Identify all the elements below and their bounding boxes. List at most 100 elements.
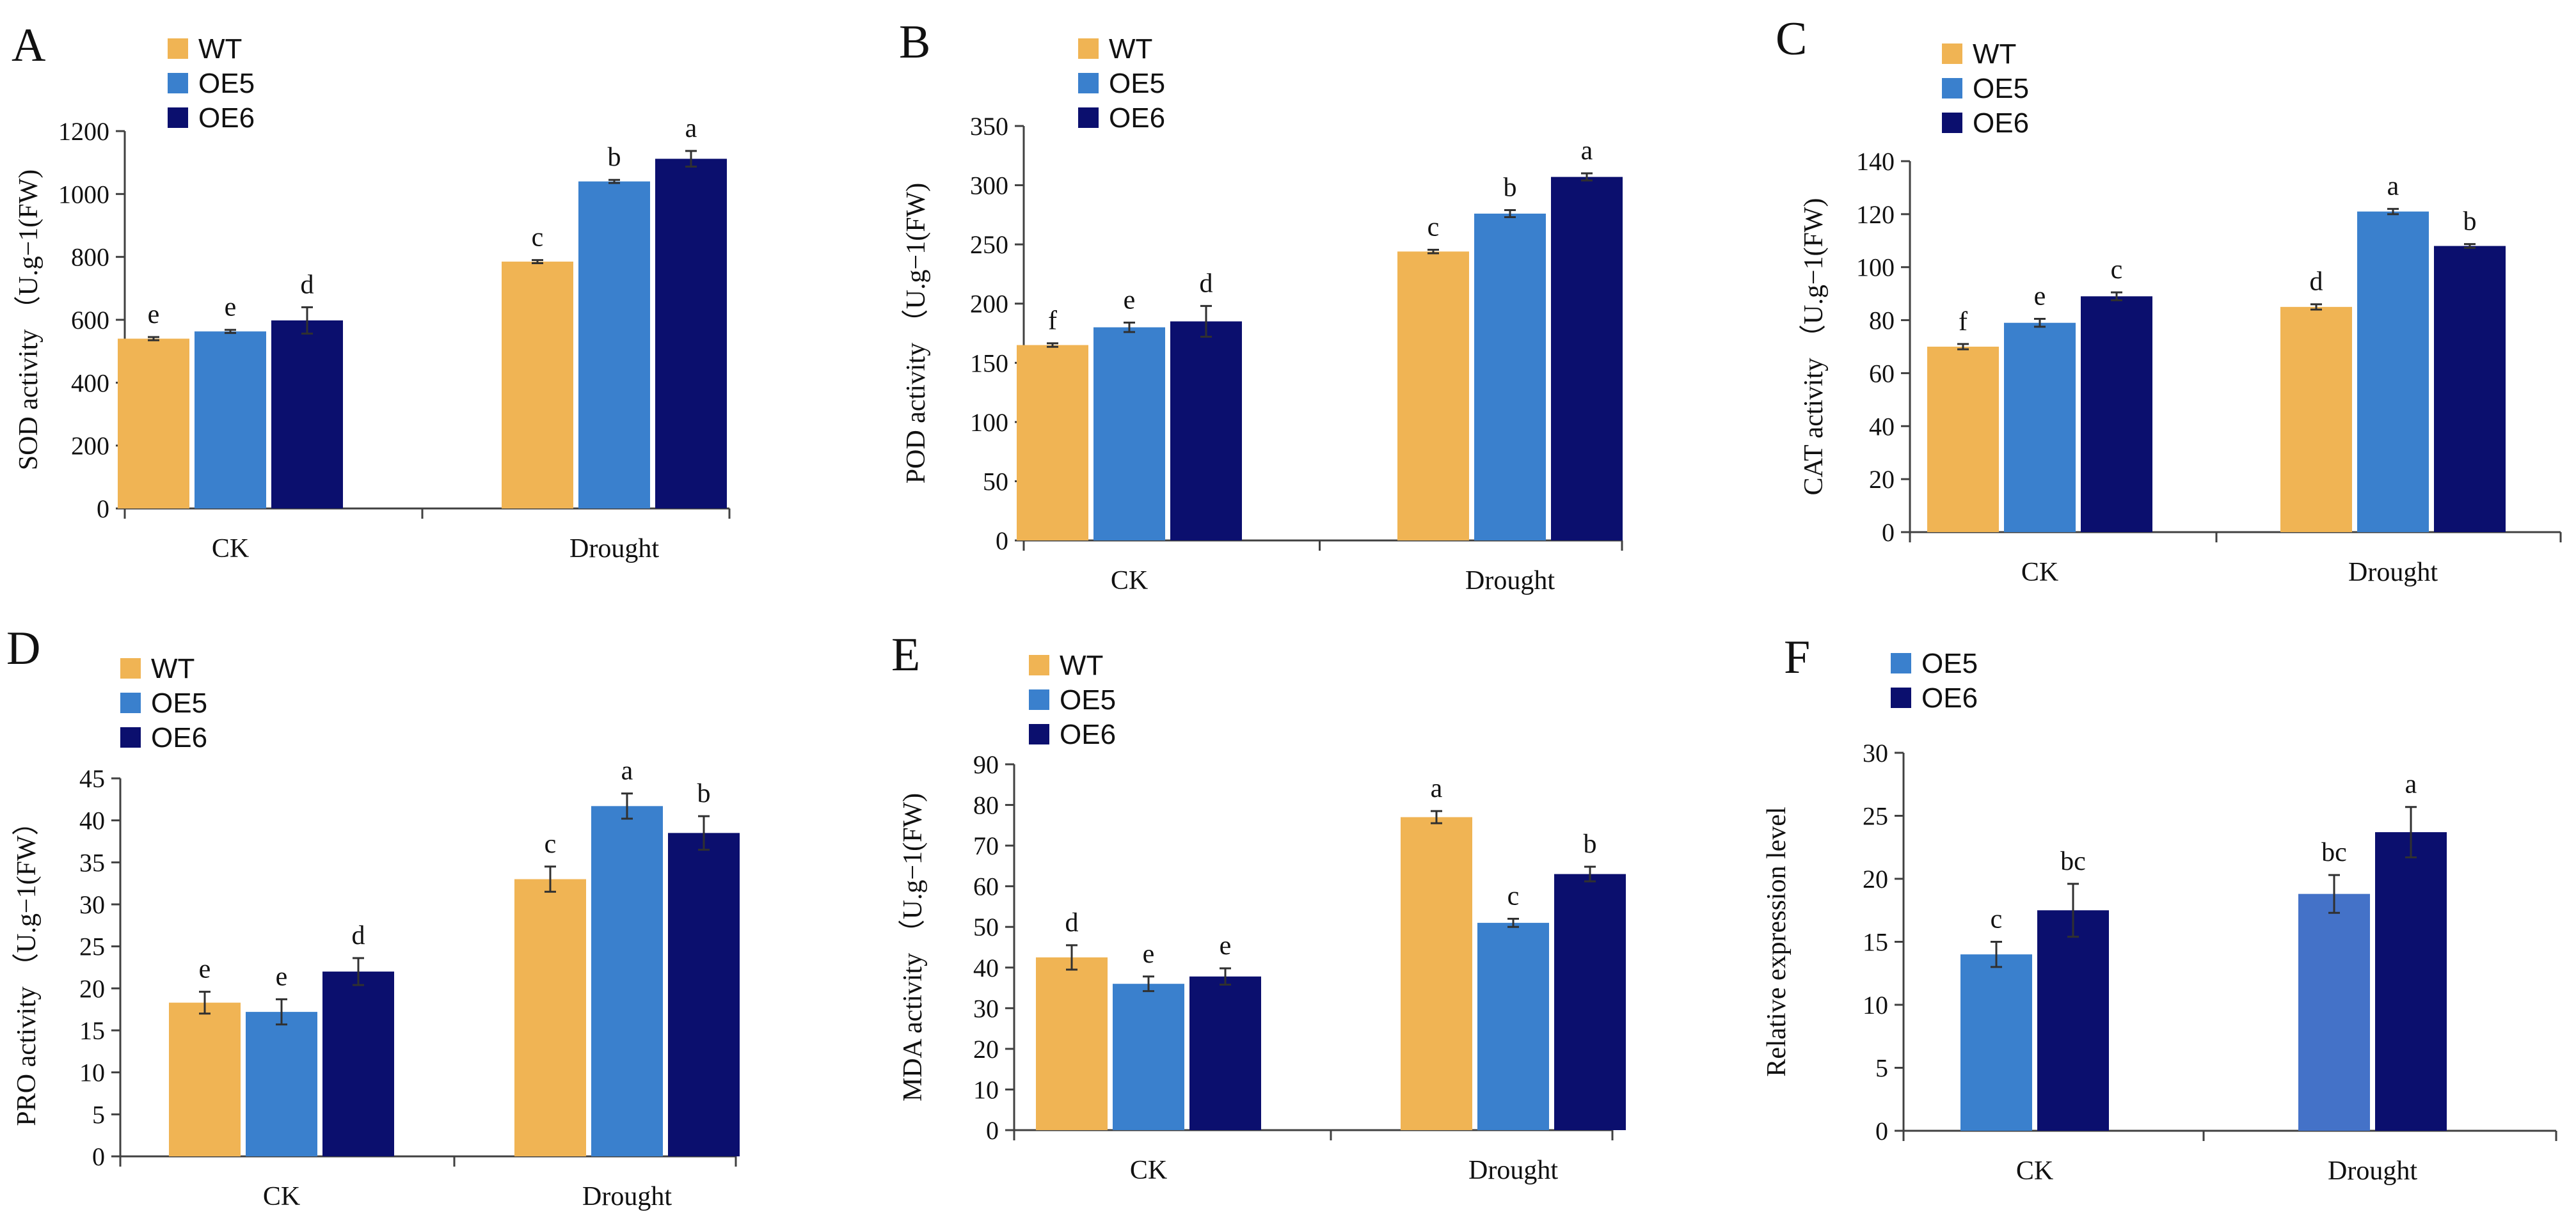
y-tick-label: 0: [1882, 518, 1895, 547]
y-tick-label: 20: [973, 1035, 999, 1064]
y-tick-label: 200: [970, 290, 1008, 319]
significance-label: f: [1959, 307, 1968, 336]
y-tick-label: 150: [970, 349, 1008, 377]
y-axis-label: MDA activity （U.g−1(FW): [898, 793, 928, 1101]
bar-oe5-ck: [1113, 984, 1184, 1130]
legend-swatch-oe6: [1942, 113, 1962, 133]
bar-oe5-ck: [195, 331, 266, 508]
bar-oe5-ck: [1093, 327, 1165, 540]
legend-label: WT: [1109, 33, 1152, 65]
y-tick-label: 15: [79, 1016, 105, 1045]
y-tick-label: 0: [1875, 1117, 1888, 1145]
y-tick-label: 60: [973, 872, 999, 901]
legend-swatch-oe6: [1891, 688, 1911, 708]
y-tick-label: 20: [1869, 465, 1895, 494]
significance-label: e: [276, 962, 288, 991]
legend-label: OE5: [1060, 684, 1116, 716]
panel-e: E 0 10 20 30 40 50 60 70 80 90 CK Drought MDA activit…: [891, 629, 1626, 1185]
bar-oe6-ck: [1170, 321, 1242, 540]
bar-oe6-drought: [1551, 177, 1623, 540]
significance-label: d: [1065, 908, 1079, 938]
x-category-label: CK: [1130, 1156, 1167, 1185]
bar-oe5-ck: [246, 1012, 317, 1156]
x-category-label: Drought: [569, 534, 659, 563]
legend-swatch-oe5: [1891, 653, 1911, 673]
y-tick-label: 20: [79, 974, 105, 1003]
legend-label: OE6: [1973, 107, 2029, 139]
x-category-label: Drought: [582, 1182, 672, 1211]
bar-oe6-ck: [271, 320, 343, 508]
bar-oe5-ck: [1960, 954, 2032, 1131]
y-tick-label: 100: [1856, 253, 1895, 282]
y-tick-label: 40: [79, 807, 105, 835]
legend-label: OE5: [1921, 648, 1978, 679]
y-tick-label: 140: [1856, 147, 1895, 176]
x-category-label: Drought: [1468, 1156, 1558, 1185]
y-tick-label: 0: [92, 1142, 105, 1171]
significance-label: d: [2310, 267, 2323, 297]
y-tick-label: 10: [1863, 991, 1888, 1019]
y-tick-label: 10: [79, 1059, 105, 1087]
significance-label: e: [148, 300, 160, 329]
y-tick-label: 100: [970, 408, 1008, 437]
y-tick-label: 120: [1856, 200, 1895, 229]
legend-swatch-oe6: [120, 727, 141, 748]
legend-swatch-wt: [120, 658, 141, 679]
significance-label: a: [621, 757, 633, 786]
y-axis-label: POD activity （U.g−1(FW): [902, 183, 931, 484]
y-axis-label: Relative expression level: [1762, 807, 1792, 1076]
bar-oe6-ck: [1189, 976, 1261, 1130]
y-tick-label: 0: [97, 494, 109, 523]
legend-label: WT: [1973, 38, 2016, 70]
legend-label: OE6: [1921, 682, 1978, 714]
significance-label: b: [1584, 830, 1597, 859]
bar-oe5-drought: [591, 806, 663, 1156]
bar-oe5-drought: [1477, 922, 1549, 1130]
bar-oe6-ck: [322, 972, 394, 1156]
significance-label: c: [2111, 255, 2123, 285]
legend-swatch-wt: [1942, 43, 1962, 64]
significance-label: bc: [2321, 838, 2347, 867]
panel-b: B 0 50 100 150 200 250 300 350 CK Drought POD activ…: [899, 16, 1623, 595]
x-category-label: CK: [2016, 1156, 2053, 1186]
x-category-label: Drought: [2348, 558, 2438, 587]
y-tick-label: 20: [1863, 865, 1888, 893]
y-tick-label: 5: [1875, 1054, 1888, 1083]
bar-oe5-drought: [578, 181, 650, 508]
y-tick-label: 200: [71, 432, 109, 460]
y-tick-label: 30: [973, 994, 999, 1023]
legend-swatch-oe5: [1078, 73, 1099, 93]
legend-swatch-oe6: [1078, 107, 1099, 128]
y-tick-label: 80: [973, 791, 999, 820]
significance-label: c: [1991, 905, 2003, 934]
legend-label: OE5: [1109, 68, 1165, 99]
significance-label: a: [2387, 172, 2399, 201]
bar-oe6-drought: [668, 833, 740, 1156]
significance-label: a: [2405, 770, 2417, 799]
significance-label: f: [1048, 306, 1057, 336]
y-tick-label: 40: [973, 954, 999, 982]
x-category-label: CK: [2021, 558, 2058, 587]
y-tick-label: 50: [983, 467, 1008, 496]
significance-label: bc: [2060, 847, 2086, 876]
y-tick-label: 350: [970, 112, 1008, 141]
bar-oe6-drought: [1554, 874, 1626, 1130]
panel-letter: E: [891, 629, 920, 681]
legend-swatch-oe5: [1942, 78, 1962, 98]
y-tick-label: 600: [71, 306, 109, 335]
y-tick-label: 0: [996, 526, 1008, 555]
significance-label: c: [532, 223, 544, 253]
y-tick-label: 5: [92, 1100, 105, 1129]
significance-label: c: [1507, 882, 1520, 911]
y-tick-label: 0: [986, 1116, 999, 1145]
y-tick-label: 800: [71, 243, 109, 272]
significance-label: e: [1143, 940, 1155, 969]
bar-oe6-drought: [655, 159, 727, 508]
x-category-label: CK: [263, 1182, 300, 1211]
significance-label: e: [2034, 282, 2046, 311]
legend-label: OE6: [1109, 102, 1165, 134]
legend-label: OE6: [1060, 719, 1116, 750]
y-tick-label: 400: [71, 368, 109, 397]
x-category-label: CK: [212, 534, 249, 563]
